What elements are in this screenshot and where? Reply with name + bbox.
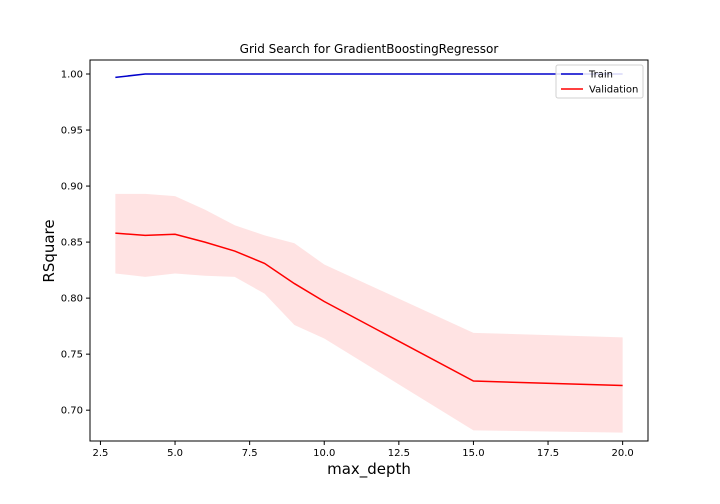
confidence-band-validation	[115, 193, 623, 433]
x-axis-title: max_depth	[327, 460, 411, 479]
y-tick-label: 0.95	[61, 126, 83, 137]
x-tick-label: 17.5	[537, 448, 559, 459]
x-axis-ticks: 2.5 5.0 7.5 10.0 12.5 15.0 17.5 20.0	[92, 441, 634, 459]
y-tick-label: 0.80	[61, 294, 83, 305]
y-axis-title: RSquare	[40, 219, 58, 282]
y-tick-label: 0.70	[61, 406, 83, 417]
x-tick-label: 7.5	[242, 448, 258, 459]
y-tick-label: 0.85	[61, 238, 83, 249]
y-axis-ticks: 0.70 0.75 0.80 0.85 0.90 0.95 1.00	[61, 70, 90, 417]
x-tick-label: 15.0	[462, 448, 484, 459]
x-tick-label: 10.0	[313, 448, 335, 459]
x-tick-label: 2.5	[92, 448, 108, 459]
x-tick-label: 12.5	[388, 448, 410, 459]
legend-label-train: Train	[588, 70, 613, 81]
y-tick-label: 1.00	[61, 70, 83, 81]
series-lines-layer	[115, 73, 623, 387]
x-tick-label: 20.0	[612, 448, 634, 459]
plot-frame	[89, 59, 649, 442]
chart-title: Grid Search for GradientBoostingRegresso…	[240, 42, 499, 56]
series-line-train	[115, 73, 623, 79]
y-tick-label: 0.90	[61, 182, 83, 193]
y-tick-label: 0.75	[61, 350, 83, 361]
confidence-band-layer	[115, 193, 623, 433]
series-line-validation	[115, 232, 623, 387]
legend-label-validation: Validation	[589, 85, 638, 96]
x-tick-label: 5.0	[167, 448, 183, 459]
legend: Train Validation	[555, 64, 644, 99]
